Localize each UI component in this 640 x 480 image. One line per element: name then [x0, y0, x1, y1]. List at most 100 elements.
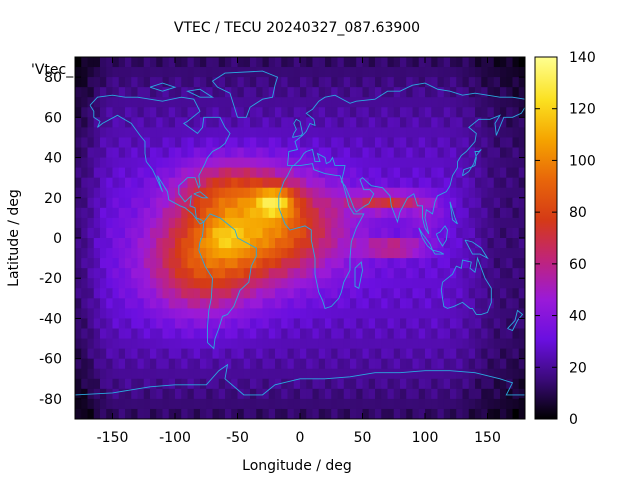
heat-cell: [137, 408, 145, 419]
heat-cell: [312, 328, 320, 340]
heat-cell: [268, 187, 276, 199]
heat-cell: [412, 258, 420, 269]
heat-cell: [312, 278, 320, 289]
heat-cell: [368, 238, 376, 249]
heat-cell: [181, 147, 189, 159]
heat-cell: [106, 368, 114, 380]
heat-cell: [512, 388, 520, 400]
heat-cell: [487, 67, 495, 78]
heat-cell: [75, 368, 82, 380]
heat-cell: [93, 207, 101, 219]
heat-cell: [368, 177, 376, 189]
heat-cell: [212, 177, 220, 189]
heat-cell: [500, 87, 507, 98]
heat-cell: [468, 348, 476, 360]
heat-cell: [256, 248, 264, 259]
heat-cell: [318, 197, 326, 209]
heat-cell: [293, 388, 301, 400]
heat-cell: [268, 238, 276, 249]
heat-cell: [356, 227, 364, 239]
heat-cell: [437, 288, 445, 299]
heat-cell: [75, 298, 82, 309]
heat-cell: [375, 107, 382, 118]
heat-cell: [112, 167, 120, 179]
heat-cell: [456, 388, 464, 400]
heat-cell: [206, 87, 214, 98]
heat-cell: [206, 318, 214, 330]
heat-cell: [168, 308, 176, 320]
heat-cell: [343, 177, 351, 189]
heat-cell: [175, 388, 182, 400]
heat-cell: [193, 358, 201, 370]
heat-cell: [187, 97, 195, 108]
heat-cell: [500, 217, 507, 229]
heat-cell: [506, 147, 514, 159]
heat-cell: [93, 308, 101, 320]
heat-cell: [331, 127, 339, 139]
heat-cell: [225, 328, 232, 340]
heat-cell: [200, 147, 207, 159]
heat-cell: [381, 318, 389, 330]
heat-cell: [518, 127, 525, 139]
heat-cell: [175, 288, 182, 299]
heat-cell: [93, 97, 101, 108]
heat-cell: [450, 197, 457, 209]
heat-cell: [331, 318, 339, 330]
heat-cell: [375, 328, 382, 340]
heat-cell: [250, 167, 257, 179]
heat-cell: [168, 318, 176, 330]
heat-cell: [462, 398, 470, 410]
heat-cell: [450, 408, 457, 419]
heat-cell: [206, 117, 214, 128]
heat-cell: [318, 338, 326, 350]
heat-cell: [237, 408, 245, 419]
heat-cell: [343, 238, 351, 249]
heat-cell: [131, 338, 139, 350]
heat-cell: [212, 67, 220, 78]
heat-cell: [150, 238, 157, 249]
heat-cell: [481, 217, 489, 229]
heat-cell: [350, 318, 357, 330]
heat-cell: [412, 318, 420, 330]
heat-cell: [506, 368, 514, 380]
heat-cell: [156, 87, 164, 98]
heat-cell: [387, 67, 395, 78]
heat-cell: [218, 67, 226, 78]
heat-cell: [456, 87, 464, 98]
heat-cell: [131, 258, 139, 269]
heat-cell: [200, 298, 207, 309]
heat-cell: [206, 378, 214, 390]
heat-cell: [443, 268, 451, 279]
heat-cell: [262, 288, 270, 299]
heat-cell: [268, 348, 276, 360]
heat-cell: [518, 378, 525, 390]
heat-cell: [150, 258, 157, 269]
heat-cell: [287, 97, 295, 108]
heat-cell: [518, 388, 525, 400]
heat-cell: [462, 408, 470, 419]
heat-cell: [337, 217, 345, 229]
heat-cell: [393, 398, 401, 410]
heat-cell: [393, 248, 401, 259]
heat-cell: [112, 187, 120, 199]
heat-cell: [131, 298, 139, 309]
heat-cell: [387, 338, 395, 350]
coastline: [198, 213, 257, 350]
heat-cell: [331, 207, 339, 219]
heat-cell: [387, 308, 395, 320]
heat-cell: [450, 167, 457, 179]
heat-cell: [337, 368, 345, 380]
heat-cell: [337, 147, 345, 159]
heat-cell: [143, 278, 151, 289]
heat-cell: [443, 137, 451, 149]
heat-cell: [118, 348, 126, 360]
heat-cell: [518, 328, 525, 340]
heat-cell: [312, 258, 320, 269]
heat-cell: [487, 238, 495, 249]
heat-cell: [256, 117, 264, 128]
heat-cell: [193, 248, 201, 259]
heat-cell: [268, 67, 276, 78]
heat-cell: [462, 197, 470, 209]
colorbar-tick-label: 0: [569, 412, 578, 428]
heat-cell: [112, 308, 120, 320]
